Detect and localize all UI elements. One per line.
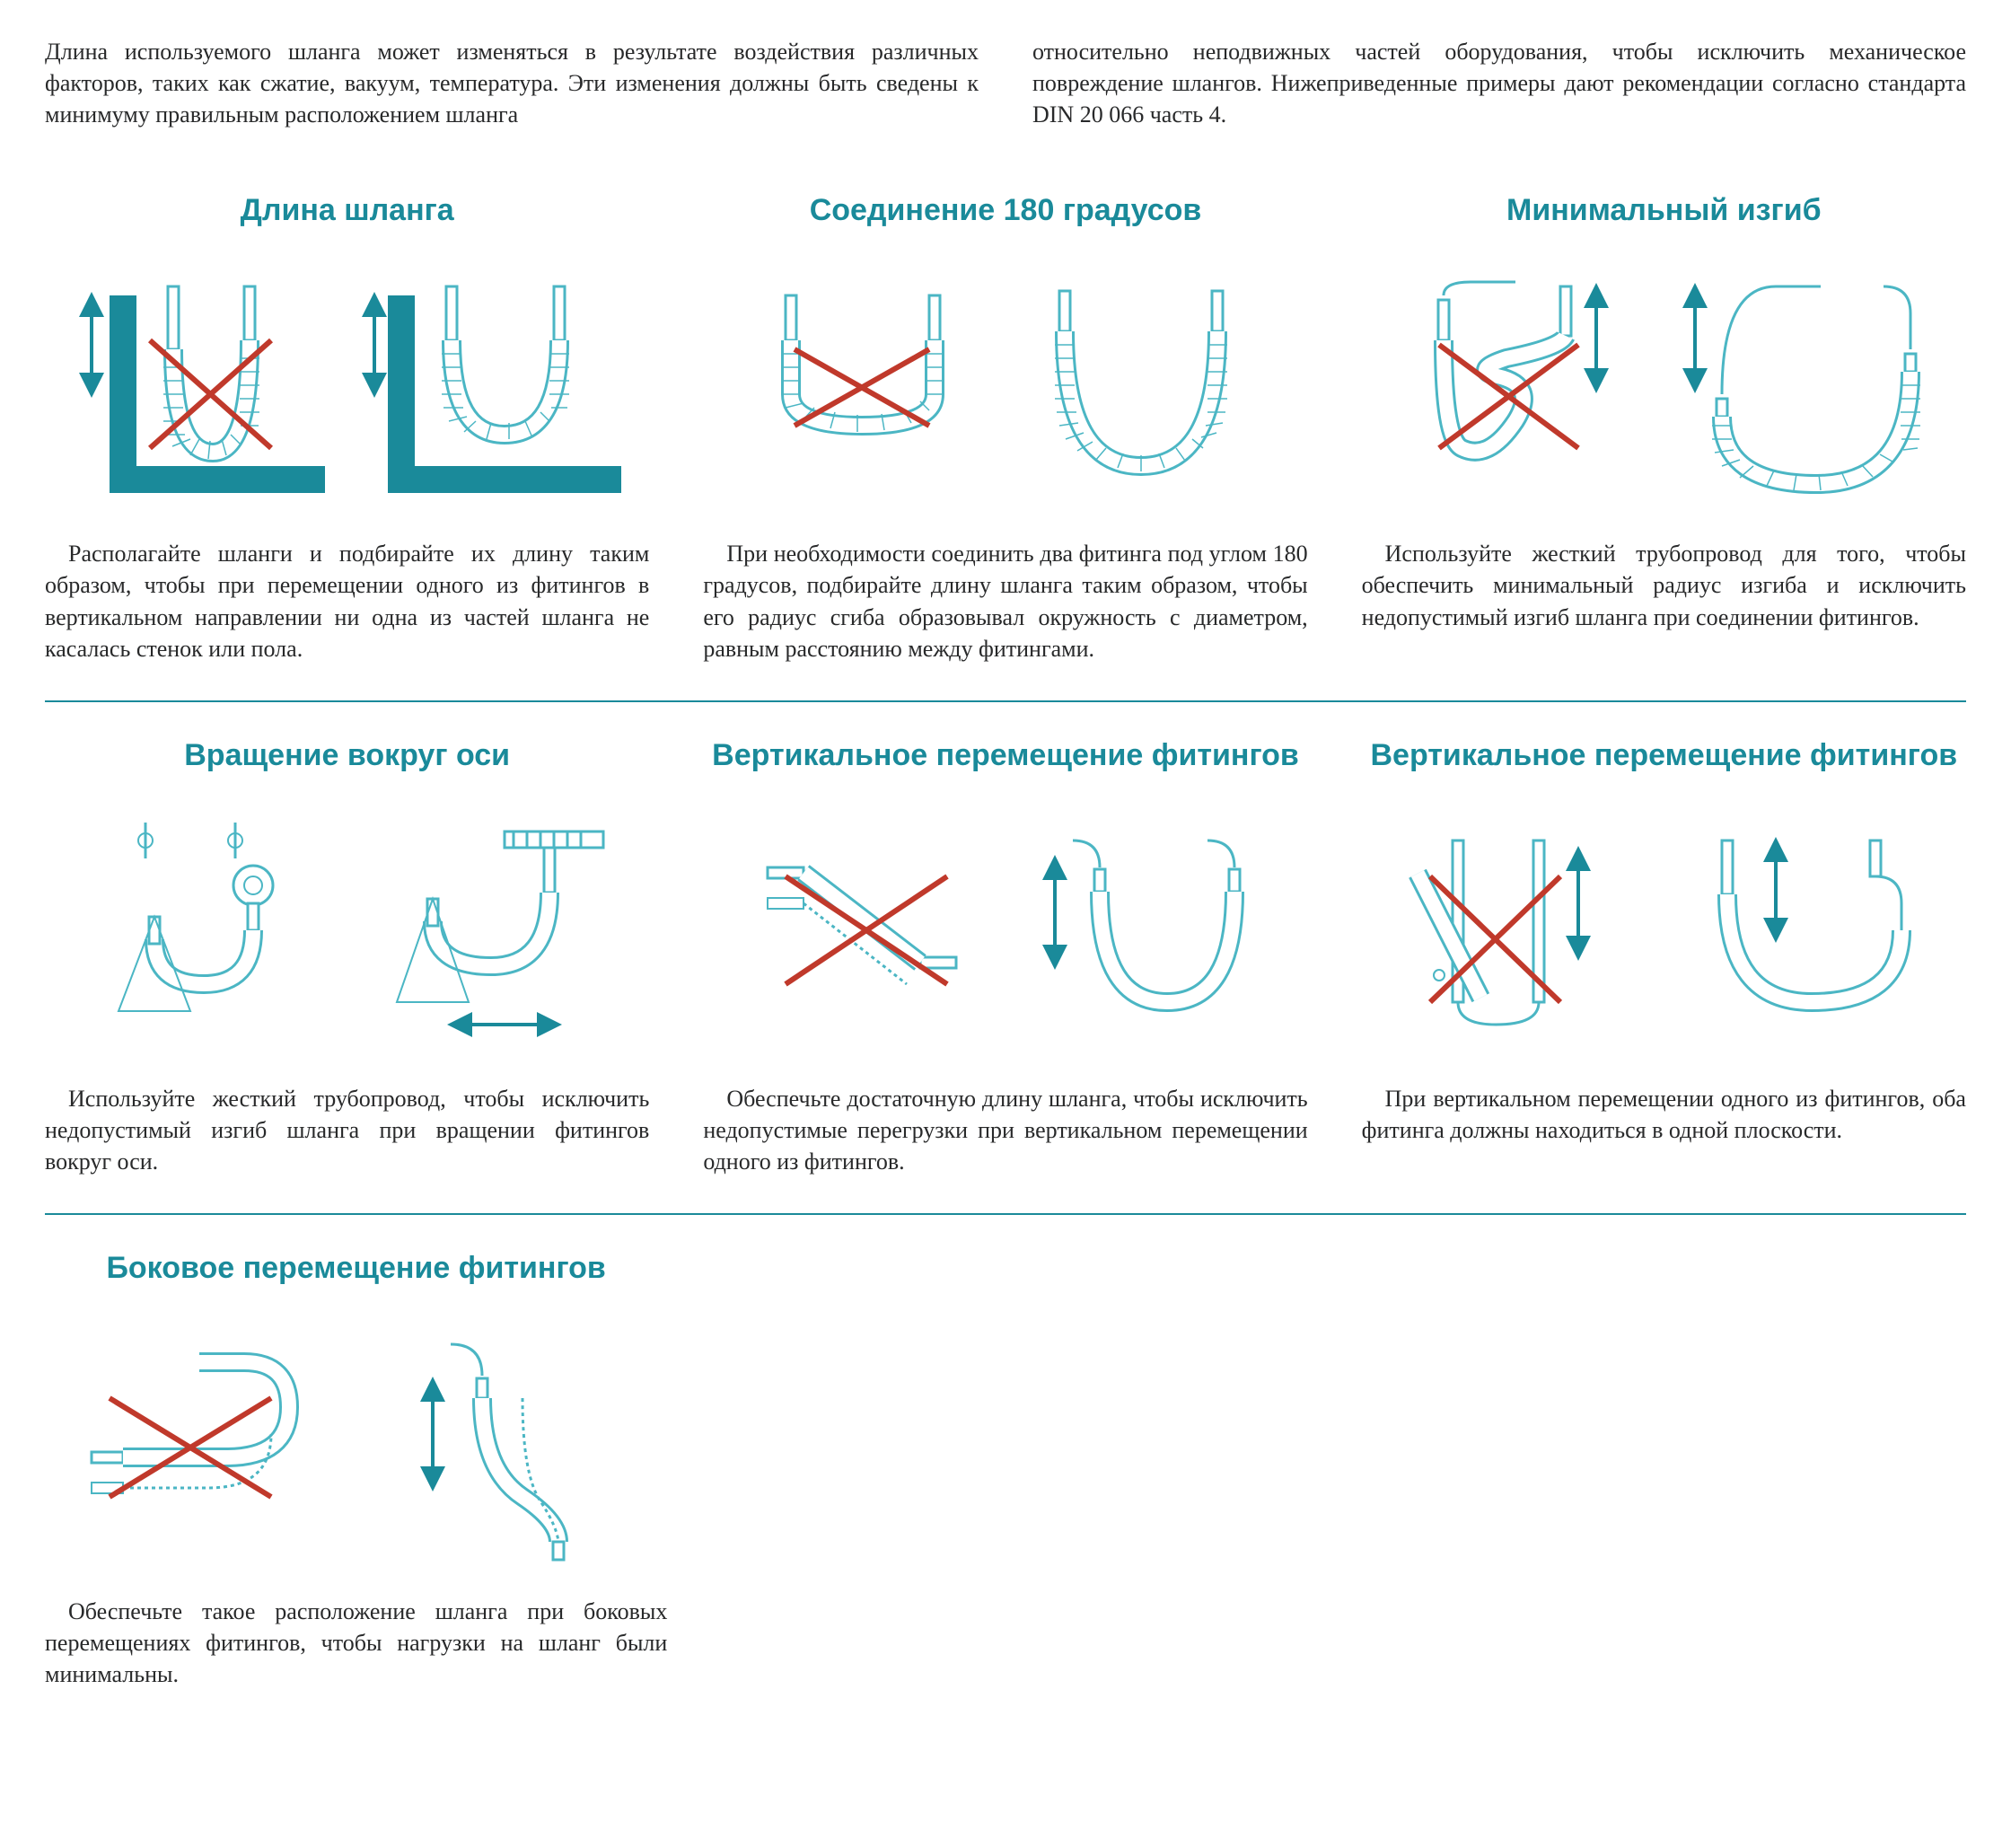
card-180: Соединение 180 градусов [703,193,1307,664]
card-body: Обеспечьте такое расположение шланга при… [45,1596,667,1690]
diagram-lateral [45,1308,667,1578]
divider-2 [45,1213,1966,1215]
diagram-180 [703,251,1307,520]
card-body: Обеспечьте достаточную длину шланга, что… [703,1083,1307,1177]
diagram-hose-length [45,251,649,520]
diagram-a-icon [74,805,334,1056]
intro-left: Длина используемого шланга может изменят… [45,36,979,130]
diagram-b-icon [361,805,621,1056]
divider-1 [45,700,1966,702]
card-title: Вертикальное перемещение фитингов [1362,738,1966,773]
diagram-correct-icon [1677,814,1928,1047]
diagram-correct-icon [361,260,630,511]
card-body: Используйте жесткий трубопровод, чтобы и… [45,1083,649,1177]
row-3: Боковое перемещение фитингов Обе [45,1224,1966,1717]
diagram-min-bend [1362,251,1966,520]
intro-text: Длина используемого шланга может изменят… [45,36,1966,130]
card-body: При необходимости соединить два фитинга … [703,538,1307,664]
card-title: Минимальный изгиб [1362,193,1966,228]
diagram-wrong-icon [1399,814,1650,1047]
card-title: Вертикальное перемещение фитингов [703,738,1307,773]
card-rotation: Вращение вокруг оси [45,738,649,1177]
diagram-wrong-icon [741,814,992,1047]
diagram-correct-icon [1019,814,1270,1047]
card-vertical-2: Вертикальное перемещение фитингов [1362,738,1966,1177]
card-title: Вращение вокруг оси [45,738,649,773]
card-body: Располагайте шланги и подбирайте их длин… [45,538,649,664]
card-body: Используйте жесткий трубопровод для того… [1362,538,1966,632]
diagram-rotation [45,796,649,1065]
card-title: Соединение 180 градусов [703,193,1307,228]
row-2: Вращение вокруг оси [45,711,1966,1204]
diagram-correct-icon [1019,268,1270,502]
diagram-correct-icon [397,1317,648,1569]
card-title: Боковое перемещение фитингов [45,1251,667,1286]
row-1: Длина шланга [45,166,1966,691]
card-hose-length: Длина шланга [45,193,649,664]
diagram-correct-icon [1677,260,1937,511]
diagram-wrong-icon [65,1317,370,1569]
diagram-wrong-icon [741,268,992,502]
diagram-vertical-1 [703,796,1307,1065]
diagram-wrong-icon [1390,260,1650,511]
diagram-vertical-2 [1362,796,1966,1065]
diagram-wrong-icon [65,260,334,511]
card-min-bend: Минимальный изгиб [1362,193,1966,664]
card-title: Длина шланга [45,193,649,228]
card-body: При вертикальном перемещении одного из ф… [1362,1083,1966,1146]
intro-right: относительно неподвижных частей оборудов… [1032,36,1966,130]
card-vertical-1: Вертикальное перемещение фитингов [703,738,1307,1177]
card-lateral: Боковое перемещение фитингов Обе [45,1251,667,1690]
